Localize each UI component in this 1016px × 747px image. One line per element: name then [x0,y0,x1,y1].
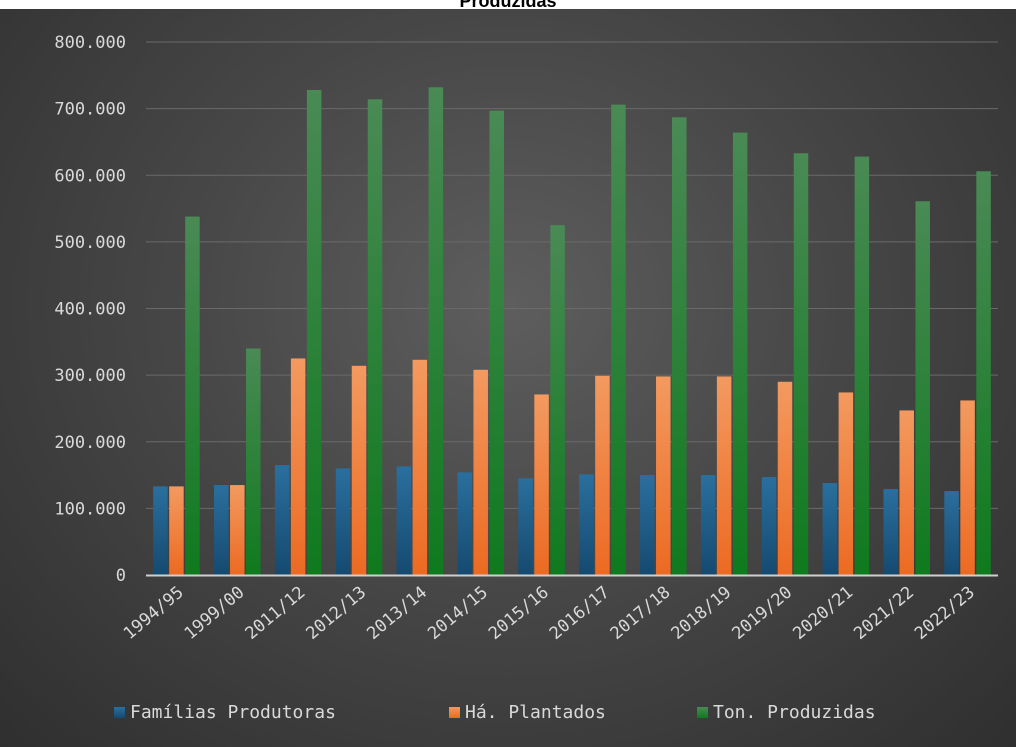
y-tick-label: 0 [116,566,126,586]
bar [428,87,444,576]
x-tick-label: 1994/95 [120,583,188,644]
y-tick-label: 800.000 [54,33,126,53]
bar [579,474,594,575]
bar [611,104,626,575]
x-tick-label: 1999/00 [181,583,249,644]
y-tick-label: 700.000 [54,100,126,120]
bar [367,99,383,576]
bar [230,485,245,575]
bar [672,117,687,575]
bar [716,376,732,575]
bar [732,132,748,576]
bar [854,156,870,575]
bar [960,400,975,575]
bar [335,468,351,575]
y-tick-label: 200.000 [54,433,126,453]
x-tick-label: 2020/21 [789,583,857,644]
legend-label: Famílias Produtoras [130,702,336,723]
x-tick-label: 2013/14 [363,583,431,644]
x-tick-label: 2011/12 [242,583,310,644]
x-tick-label: 2015/16 [485,583,553,644]
bars [153,87,991,576]
bar [489,110,504,575]
bar [412,359,428,575]
bar [274,465,290,575]
bar [550,225,565,575]
bar [915,201,930,575]
x-tick-label: 2017/18 [607,583,675,644]
bar [944,491,959,575]
y-tick-label: 400.000 [54,300,126,320]
bar [700,475,716,575]
bar [822,483,838,575]
x-tick-label: 2021/22 [850,583,918,644]
x-tick-labels: 1994/951999/002011/122012/132013/142014/… [120,583,979,644]
y-tick-label: 600.000 [54,166,126,186]
chart-background [0,9,1016,747]
bar [153,486,168,575]
y-tick-label: 100.000 [54,499,126,519]
bar [656,376,671,575]
bar [396,466,412,575]
bar [640,475,655,575]
legend-swatch [114,707,125,718]
x-tick-label: 2016/17 [546,583,614,644]
x-tick-label: 2012/13 [302,583,370,644]
y-tick-label: 300.000 [54,366,126,386]
legend-swatch [449,707,460,718]
bar [595,375,610,575]
bar [793,153,809,576]
bar [214,485,229,575]
x-tick-label: 2014/15 [424,583,492,644]
bar [351,365,367,575]
legend-label: Há. Plantados [465,702,606,723]
y-tick-label: 500.000 [54,233,126,253]
bar [290,358,306,575]
bar [169,486,184,575]
bar [518,478,533,575]
x-tick-label: 2022/23 [911,583,979,644]
x-tick-label: 2018/19 [668,583,736,644]
bar [246,348,261,575]
bar [306,89,322,575]
gridlines [146,41,998,509]
legend-label: Ton. Produzidas [713,702,876,723]
x-tick-label: 2019/20 [728,583,796,644]
bar [473,369,488,575]
chart-title: Produzidas [459,0,557,11]
bar [976,171,991,575]
legend: Famílias Produtoras Há. Plantados Ton. Pro… [114,702,876,723]
bar [534,394,549,575]
bar [899,410,914,575]
bar [883,489,898,575]
bar [777,381,793,575]
legend-swatch [697,707,708,718]
y-axis: 0 100.000 200.000 300.000 400.000 500.000 600.… [54,33,126,586]
bar [185,216,200,575]
bar [761,477,777,575]
bar [457,472,472,575]
bar [838,392,854,575]
